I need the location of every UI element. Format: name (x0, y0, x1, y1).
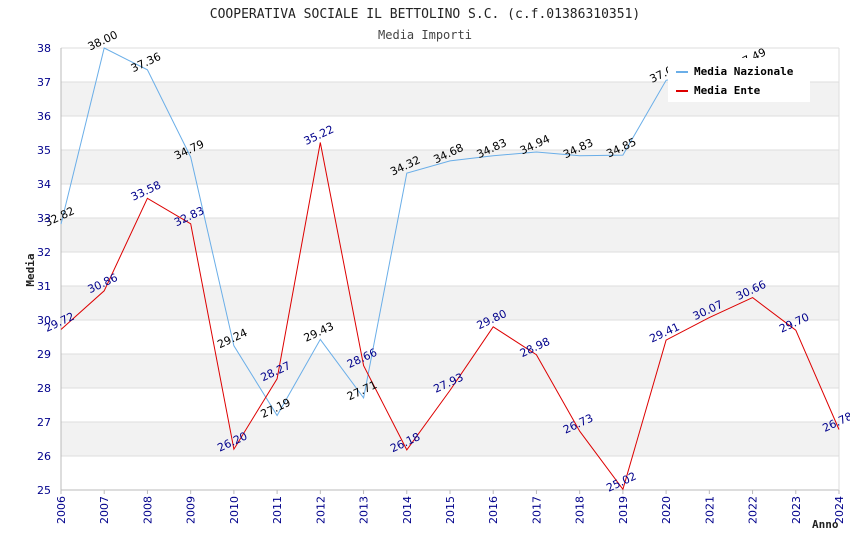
x-tick-label: 2019 (617, 496, 630, 524)
x-tick-label: 2021 (703, 496, 716, 524)
data-label-media-ente: 35.22 (302, 123, 336, 148)
legend-label-media-ente: Media Ente (694, 84, 761, 97)
y-tick-label: 33 (37, 212, 51, 225)
y-tick-label: 36 (37, 110, 51, 123)
y-tick-label: 32 (37, 246, 51, 259)
x-tick-label: 2022 (747, 496, 760, 524)
band (61, 150, 839, 184)
x-tick-label: 2011 (271, 496, 284, 524)
y-tick-label: 37 (37, 76, 51, 89)
series-lines (60, 47, 840, 491)
x-tick-label: 2012 (314, 496, 327, 524)
y-tick-label: 30 (37, 314, 51, 327)
y-tick-label: 34 (37, 178, 51, 191)
band (61, 286, 839, 320)
y-tick-label: 31 (37, 280, 51, 293)
axes (60, 48, 840, 494)
y-tick-label: 28 (37, 382, 51, 395)
x-tick-label: 2023 (790, 496, 803, 524)
x-tick-label: 2018 (574, 496, 587, 524)
data-label-media-ente: 29.41 (648, 320, 682, 345)
x-tick-label: 2010 (228, 496, 241, 524)
x-tick-label: 2008 (141, 496, 154, 524)
legend-box (668, 58, 810, 102)
band (61, 422, 839, 456)
x-tick-label: 2007 (98, 496, 111, 524)
y-tick-label: 38 (37, 42, 51, 55)
y-tick-label: 27 (37, 416, 51, 429)
x-tick-label: 2015 (444, 496, 457, 524)
x-tick-label: 2014 (401, 496, 414, 524)
y-axis-label: Media (24, 253, 37, 286)
background-bands (61, 82, 839, 456)
y-tick-label: 29 (37, 348, 51, 361)
y-tick-label: 35 (37, 144, 51, 157)
y-tick-label: 26 (37, 450, 51, 463)
x-tick-label: 2017 (530, 496, 543, 524)
chart-title: COOPERATIVA SOCIALE IL BETTOLINO S.C. (c… (210, 7, 640, 22)
x-tick-label: 2013 (358, 496, 371, 524)
legend: Media Nazionale Media Ente (668, 58, 810, 102)
x-tick-label: 2024 (833, 496, 846, 524)
chart-subtitle: Media Importi (378, 28, 472, 42)
tick-labels: 25 26 27 28 29 30 31 32 33 34 35 36 37 38 2006 2007 2008… (37, 42, 846, 524)
x-tick-label: 2006 (55, 496, 68, 524)
band (61, 354, 839, 388)
legend-label-media-nazionale: Media Nazionale (694, 65, 794, 78)
x-tick-label: 2016 (487, 496, 500, 524)
series-line-media-ente (60, 142, 840, 491)
x-tick-label: 2020 (660, 496, 673, 524)
y-tick-label: 25 (37, 484, 51, 497)
x-axis-label: Anno (812, 518, 839, 531)
data-label-media-nazionale: 29.24 (215, 326, 249, 351)
series-line-media-nazionale (60, 47, 753, 417)
data-label-media-nazionale: 37.36 (129, 50, 163, 75)
data-label-media-nazionale: 38.00 (86, 28, 120, 53)
data-label-media-ente: 25.02 (604, 470, 638, 495)
data-label-media-nazionale: 27.19 (259, 396, 293, 421)
x-tick-label: 2009 (185, 496, 198, 524)
